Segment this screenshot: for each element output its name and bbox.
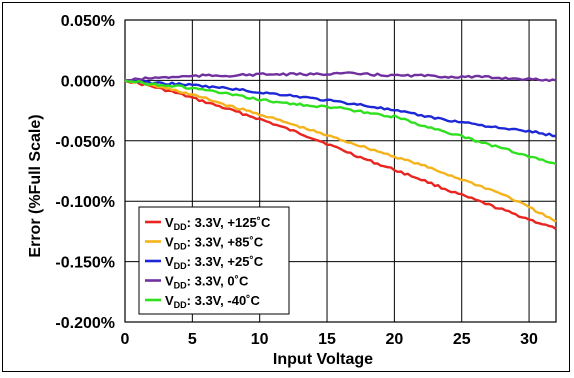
x-tick-label: 25 xyxy=(453,331,471,348)
x-tick-label: 20 xyxy=(385,331,403,348)
chart-svg: 0 5 10 15 20 25 30 0.050% 0.000% -0.050% -0.100% -0… xyxy=(27,13,557,368)
legend: VDD: 3.3V, +125˚C VDD: 3.3V, +85˚C VDD: 3.… xyxy=(138,206,290,315)
x-tick-label: 5 xyxy=(188,331,197,348)
x-tick-label: 30 xyxy=(520,331,538,348)
y-tick-label: 0.050% xyxy=(61,13,115,30)
legend-label: VDD: 3.3V, +85˚C xyxy=(165,235,264,252)
x-axis-label: Input Voltage xyxy=(273,351,373,368)
legend-box xyxy=(138,206,290,315)
chart-frame: 0 5 10 15 20 25 30 0.050% 0.000% -0.050% -0.100% -0… xyxy=(2,2,570,372)
y-tick-label: -0.200% xyxy=(55,315,115,332)
legend-label: VDD: 3.3V, 0˚C xyxy=(165,274,249,291)
y-tick-label: 0.000% xyxy=(61,73,115,90)
y-tick-label: -0.150% xyxy=(55,255,115,272)
series-layer xyxy=(124,71,557,230)
series-line xyxy=(125,79,556,138)
x-tick-label: 10 xyxy=(251,331,269,348)
y-tick-label: -0.050% xyxy=(55,134,115,151)
x-tick-label: 0 xyxy=(121,331,130,348)
y-axis-label: Error (%Full Scale) xyxy=(27,114,44,257)
x-tick-label: 15 xyxy=(318,331,336,348)
plot-border xyxy=(124,19,557,323)
series-line xyxy=(124,79,557,230)
tick-layer: 0 5 10 15 20 25 30 0.050% 0.000% -0.050% -0.100% -0… xyxy=(55,13,538,348)
series-line xyxy=(124,78,557,223)
legend-label: VDD: 3.3V, -40˚C xyxy=(165,293,261,310)
series-line xyxy=(124,71,557,83)
legend-label: VDD: 3.3V, +125˚C xyxy=(165,215,271,232)
series-line xyxy=(124,79,557,165)
legend-label: VDD: 3.3V, +25˚C xyxy=(165,254,264,271)
y-tick-label: -0.100% xyxy=(55,194,115,211)
